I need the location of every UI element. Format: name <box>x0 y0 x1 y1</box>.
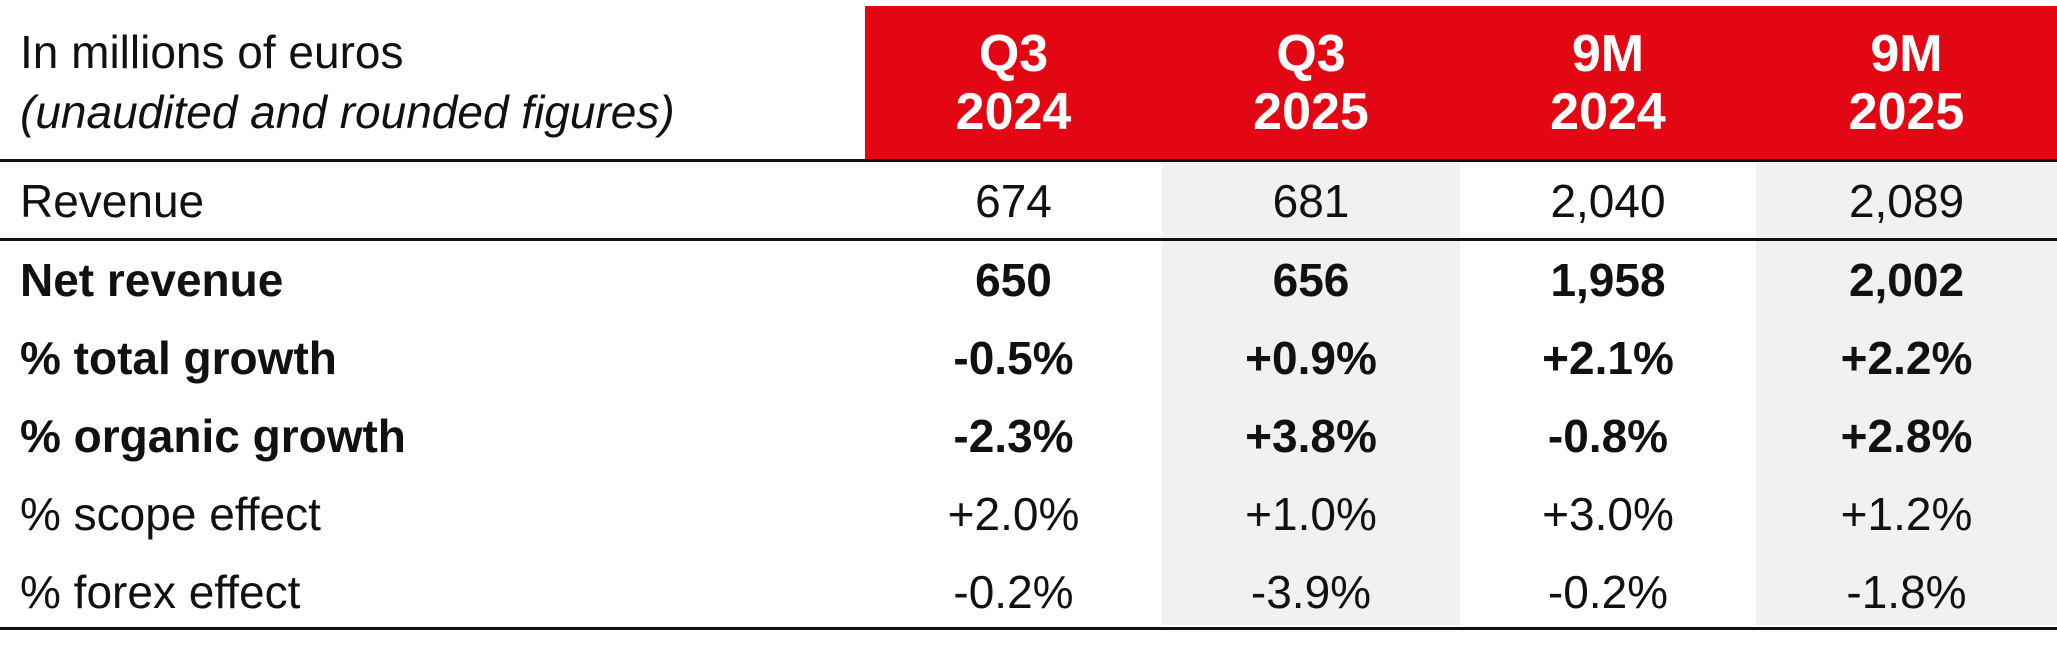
column-header-period: Q3 <box>1276 25 1346 83</box>
row-label: % organic growth <box>20 410 406 462</box>
column-header-period: 9M <box>1571 25 1645 83</box>
cell-value: 674 <box>975 175 1052 227</box>
column-header-period: 9M <box>1870 25 1943 83</box>
column-header-year: 2024 <box>1550 83 1666 141</box>
column-header-9m-2025: 9M 2025 <box>1756 6 2057 160</box>
row-label: % scope effect <box>20 488 321 540</box>
row-label: % forex effect <box>20 566 301 618</box>
cell-value: -0.2% <box>953 566 1074 618</box>
cell-value: +3.0% <box>1542 488 1674 540</box>
cell-value: +1.0% <box>1245 488 1377 540</box>
table-row-organic-growth: % organic growth -2.3% +3.8% -0.8% +2.8% <box>0 397 2057 475</box>
cell-value: -1.8% <box>1846 566 1967 618</box>
units-label: In millions of euros <box>20 26 404 78</box>
table-bottom-rule <box>0 627 2057 630</box>
row-label: % total growth <box>20 332 337 384</box>
table-row-total-growth: % total growth -0.5% +0.9% +2.1% +2.2% <box>0 319 2057 397</box>
cell-value: +1.2% <box>1840 488 1973 540</box>
header-rule <box>0 159 2057 162</box>
row-label: Net revenue <box>20 254 284 306</box>
cell-value: 2,002 <box>1848 254 1965 306</box>
cell-value: -0.8% <box>1547 410 1669 462</box>
cell-value: 650 <box>975 254 1052 306</box>
units-note: (unaudited and rounded figures) <box>20 86 675 138</box>
column-header-year: 2024 <box>955 83 1072 141</box>
cell-value: 2,089 <box>1848 175 1965 227</box>
cell-value: 656 <box>1272 254 1350 306</box>
column-header-q3-2025: Q3 2025 <box>1162 6 1460 160</box>
cell-value: -2.3% <box>953 410 1074 462</box>
column-shading-9m-2025 <box>1756 160 2057 625</box>
row-label: Revenue <box>20 175 205 227</box>
cell-value: +2.1% <box>1542 332 1674 384</box>
cell-value: +2.8% <box>1840 410 1973 462</box>
cell-value: -0.2% <box>1547 566 1669 618</box>
table-row-net-revenue: Net revenue 650 656 1,958 2,002 <box>0 241 2057 319</box>
cell-value: 1,958 <box>1550 254 1666 306</box>
table-row-scope-effect: % scope effect +2.0% +1.0% +3.0% +1.2% <box>0 475 2057 553</box>
table-row-revenue: Revenue 674 681 2,040 2,089 <box>0 162 2057 240</box>
column-header-year: 2025 <box>1848 83 1965 141</box>
column-header-q3-2024: Q3 2024 <box>865 6 1162 160</box>
cell-value: -0.5% <box>953 332 1074 384</box>
table-row-forex-effect: % forex effect -0.2% -3.9% -0.2% -1.8% <box>0 553 2057 631</box>
cell-value: +2.2% <box>1840 332 1973 384</box>
header-label-cell: In millions of euros (unaudited and roun… <box>0 0 865 160</box>
cell-value: 2,040 <box>1550 175 1666 227</box>
column-header-period: Q3 <box>978 25 1049 83</box>
column-header-year: 2025 <box>1253 83 1369 141</box>
cell-value: +3.8% <box>1245 410 1377 462</box>
column-shading-q3-2025 <box>1162 160 1460 625</box>
cell-value: +0.9% <box>1245 332 1377 384</box>
cell-value: -3.9% <box>1250 566 1372 618</box>
column-header-9m-2024: 9M 2024 <box>1460 6 1756 160</box>
revenue-rule <box>0 238 2057 241</box>
cell-value: +2.0% <box>947 488 1080 540</box>
cell-value: 681 <box>1272 175 1350 227</box>
header-band <box>865 6 2057 160</box>
